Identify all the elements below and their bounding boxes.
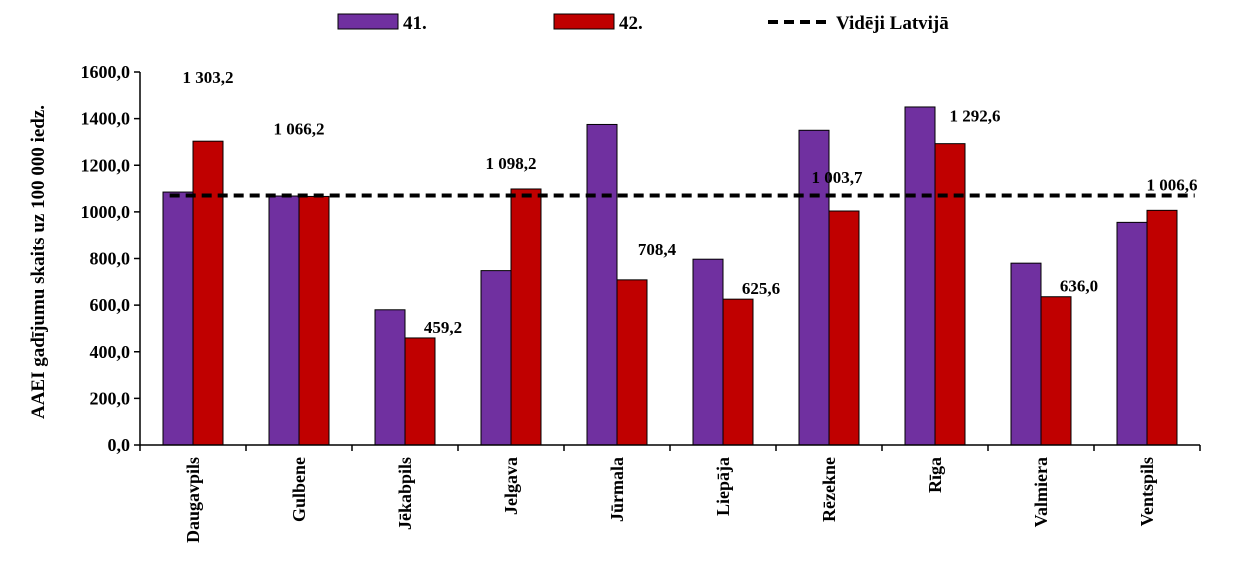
legend: 41. 42. Vidēji Latvijā	[337, 13, 949, 34]
data-label: 1 303,2	[183, 68, 234, 87]
bar-series-2	[1040, 296, 1072, 446]
y-axis-title: AAEI gadījumu skaits uz 100 000 iedz.	[28, 105, 49, 419]
data-label: 1 003,7	[812, 168, 864, 187]
y-tick-label: 1600,0	[81, 62, 131, 82]
x-tick-label: Rēzekne	[819, 457, 839, 522]
x-tick-label: Jēkabpils	[395, 457, 415, 530]
bar-series-2	[298, 195, 330, 446]
y-tick-label: 800,0	[90, 249, 131, 269]
x-tick-label: Daugavpils	[183, 457, 203, 543]
bar-series-1	[268, 195, 300, 446]
x-tick-label: Jelgava	[501, 457, 521, 515]
bar-series-2	[192, 140, 224, 446]
legend-swatch-series-1	[337, 13, 399, 30]
bar-series-1	[1116, 221, 1148, 446]
x-tick-label: Liepāja	[713, 457, 733, 516]
legend-label-average: Vidēji Latvijā	[836, 13, 949, 34]
x-tick-label: Rīga	[925, 457, 945, 493]
data-label: 1 066,2	[274, 119, 325, 138]
x-axis: Daugavpils Gulbene Jēkabpils Jelgava Jūrmala…	[139, 444, 1201, 543]
bar-series-2	[934, 143, 966, 446]
bar-series-2	[722, 298, 754, 446]
legend-label-series-1: 41.	[403, 13, 427, 34]
x-tick-label: Jūrmala	[607, 457, 627, 522]
bar-series-2	[510, 188, 542, 446]
data-label: 625,6	[742, 279, 780, 298]
y-tick-label: 600,0	[90, 295, 131, 315]
y-tick-label: 1200,0	[81, 155, 131, 175]
data-label: 1 006,6	[1147, 175, 1198, 194]
y-tick-label: 400,0	[90, 342, 131, 362]
y-tick-label: 1400,0	[81, 109, 131, 129]
bar-series-2	[404, 337, 436, 446]
legend-swatch-series-2	[553, 13, 615, 30]
data-label: 708,4	[638, 240, 677, 259]
data-label: 1 098,2	[486, 154, 537, 173]
bar-series-1	[480, 270, 512, 446]
x-tick-label: Ventspils	[1137, 457, 1157, 526]
bar-series-1	[692, 258, 724, 446]
data-label: 636,0	[1060, 277, 1098, 296]
y-tick-label: 0,0	[108, 435, 131, 455]
bar-series-2	[1146, 209, 1178, 446]
y-axis: 0,0 200,0 400,0 600,0 800,0 1000,0 1200,0 1400,…	[81, 62, 141, 455]
y-tick-label: 200,0	[90, 388, 131, 408]
bar-series-1	[798, 129, 830, 446]
data-label: 1 292,6	[950, 107, 1001, 126]
bar-series-1	[586, 123, 618, 446]
y-tick-label: 1000,0	[81, 202, 131, 222]
bars	[162, 106, 1178, 446]
bar-series-2	[616, 279, 648, 446]
x-tick-label: Gulbene	[289, 457, 309, 522]
bar-series-1	[162, 191, 194, 446]
bar-series-1	[374, 309, 406, 446]
data-label: 459,2	[424, 318, 462, 337]
x-tick-label: Valmiera	[1031, 457, 1051, 527]
bar-series-1	[904, 106, 936, 446]
bar-series-2	[828, 210, 860, 446]
bar-series-1	[1010, 262, 1042, 446]
data-labels: 1 303,2 1 066,2 459,2 1 098,2 708,4 625,6 1 00…	[183, 68, 1198, 337]
legend-label-series-2: 42.	[619, 13, 643, 34]
